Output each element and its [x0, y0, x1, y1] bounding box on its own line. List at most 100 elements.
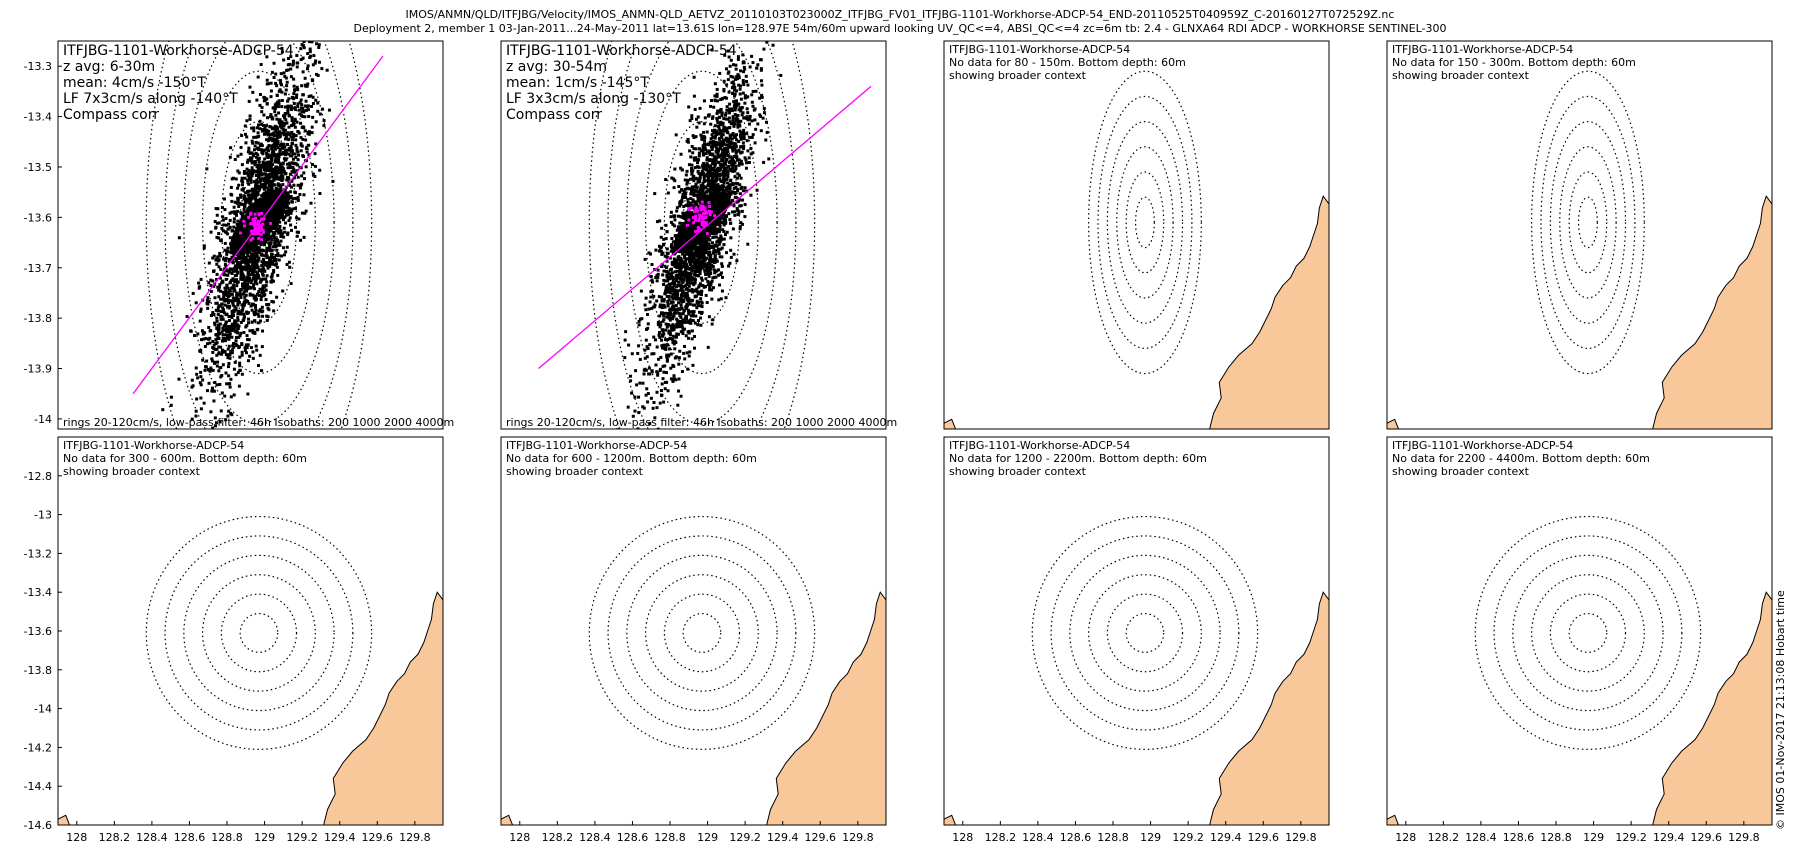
- velocity-point: [739, 106, 743, 110]
- velocity-point: [675, 269, 679, 273]
- velocity-point: [670, 243, 674, 247]
- velocity-point: [720, 136, 724, 140]
- velocity-point: [644, 368, 648, 372]
- velocity-point: [240, 353, 244, 357]
- velocity-point: [721, 138, 725, 142]
- velocity-point: [754, 127, 758, 131]
- velocity-point: [286, 56, 290, 60]
- velocity-point: [216, 329, 220, 333]
- velocity-point: [672, 296, 676, 300]
- velocity-point: [227, 409, 231, 413]
- velocity-point: [728, 261, 732, 265]
- velocity-point: [724, 233, 728, 237]
- velocity-point: [224, 418, 228, 422]
- velocity-point: [295, 216, 299, 220]
- velocity-point: [685, 351, 689, 355]
- velocity-point: [670, 237, 674, 241]
- velocity-point: [669, 337, 673, 341]
- velocity-point: [270, 144, 274, 148]
- velocity-point: [687, 310, 691, 314]
- velocity-point: [708, 35, 711, 38]
- velocity-point: [208, 329, 212, 333]
- velocity-point: [289, 124, 293, 128]
- velocity-point: [239, 152, 243, 156]
- velocity-point: [709, 271, 713, 275]
- figure-title-line-2: Deployment 2, member 1 03-Jan-2011...24-…: [353, 22, 1447, 35]
- velocity-point: [683, 253, 687, 257]
- velocity-point: [258, 119, 262, 123]
- velocity-point: [288, 154, 292, 158]
- velocity-point: [236, 261, 240, 265]
- velocity-point: [266, 156, 270, 160]
- velocity-point: [264, 277, 268, 281]
- velocity-point: [267, 246, 271, 250]
- velocity-point: [269, 89, 273, 93]
- velocity-point: [683, 275, 687, 279]
- velocity-point: [246, 343, 250, 347]
- velocity-point: [660, 382, 664, 386]
- velocity-point: [662, 312, 666, 316]
- velocity-point: [684, 291, 688, 295]
- velocity-point: [732, 159, 736, 163]
- velocity-point: [248, 265, 252, 269]
- velocity-point: [696, 115, 700, 119]
- velocity-point: [222, 296, 226, 300]
- velocity-point: [274, 254, 278, 258]
- velocity-point: [712, 130, 716, 134]
- velocity-point: [265, 151, 269, 155]
- velocity-point: [209, 290, 213, 294]
- velocity-point: [712, 230, 716, 234]
- velocity-point: [232, 205, 236, 209]
- velocity-point: [746, 118, 750, 122]
- velocity-point: [725, 158, 729, 162]
- velocity-point: [729, 221, 733, 225]
- velocity-point: [177, 236, 181, 240]
- velocity-point: [262, 240, 266, 244]
- velocity-point: [251, 330, 255, 334]
- velocity-point: [233, 297, 237, 301]
- velocity-point: [691, 290, 695, 294]
- velocity-point: [690, 116, 694, 120]
- velocity-point: [678, 190, 682, 194]
- velocity-point: [662, 237, 666, 241]
- velocity-point: [281, 146, 285, 150]
- velocity-point: [237, 309, 241, 313]
- velocity-point: [717, 250, 721, 254]
- velocity-point: [738, 192, 742, 196]
- velocity-point: [636, 427, 640, 429]
- velocity-point: [699, 297, 703, 301]
- velocity-point: [679, 256, 683, 260]
- velocity-point: [207, 261, 211, 265]
- velocity-point: [229, 325, 233, 329]
- velocity-point: [296, 195, 300, 199]
- velocity-point: [256, 198, 260, 202]
- velocity-point: [303, 129, 307, 133]
- velocity-point: [659, 249, 663, 253]
- velocity-point: [227, 337, 231, 341]
- velocity-point: [280, 144, 284, 148]
- velocity-point: [662, 299, 666, 303]
- velocity-point: [269, 180, 273, 184]
- velocity-point: [677, 389, 681, 393]
- velocity-point: [684, 203, 688, 207]
- velocity-point: [300, 182, 304, 186]
- velocity-point: [665, 259, 669, 263]
- velocity-point: [279, 174, 283, 178]
- velocity-point: [232, 309, 236, 313]
- velocity-point: [684, 305, 688, 309]
- velocity-point: [235, 257, 239, 261]
- velocity-point: [733, 147, 737, 151]
- velocity-point: [648, 343, 652, 347]
- velocity-point: [285, 84, 289, 88]
- velocity-point: [304, 165, 308, 169]
- velocity-point: [304, 108, 308, 112]
- velocity-point: [306, 132, 310, 136]
- velocity-point: [274, 172, 278, 176]
- velocity-point: [215, 221, 219, 225]
- velocity-point: [655, 406, 659, 410]
- velocity-point: [237, 335, 241, 339]
- velocity-point: [252, 169, 256, 173]
- velocity-point: [252, 287, 256, 291]
- velocity-point: [226, 347, 230, 351]
- velocity-point: [282, 114, 286, 118]
